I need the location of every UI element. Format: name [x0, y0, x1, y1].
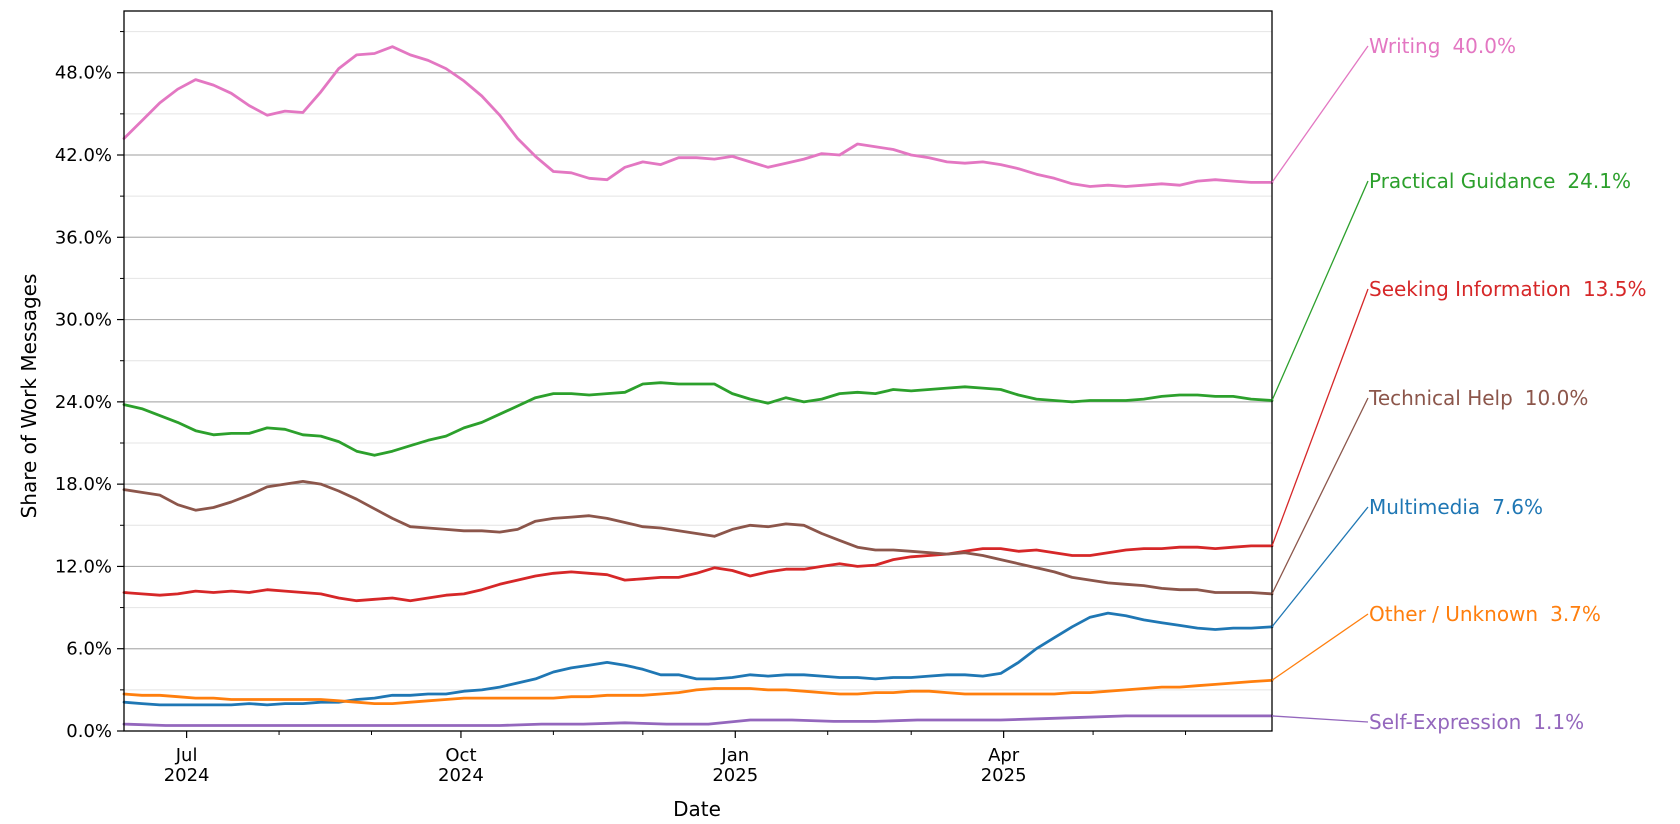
series-line — [122, 544, 1274, 603]
series-line — [122, 45, 1274, 188]
y-tick-label: 36.0% — [55, 227, 112, 248]
leader-line — [1271, 506, 1369, 628]
series-end-label: Multimedia 7.6% — [1369, 495, 1543, 519]
leader-line — [1271, 180, 1369, 401]
series-end-label: Seeking Information 13.5% — [1369, 277, 1647, 301]
series-line — [122, 714, 1274, 727]
series-end-label: Writing 40.0% — [1369, 34, 1516, 58]
end-labels: Writing 40.0% Practical Guidance 24.1% Seeki… — [1271, 34, 1647, 734]
x-tick-label-month: Jan — [720, 745, 749, 766]
y-axis: 0.0% 6.0% 12.0% 18.0% 24.0% 30.0% 36.0% 42.0% 48… — [55, 31, 124, 742]
y-tick-label: 42.0% — [55, 145, 112, 166]
y-tick-label: 6.0% — [66, 639, 112, 660]
series-end-label: Technical Help 10.0% — [1368, 386, 1588, 410]
y-tick-label: 24.0% — [55, 392, 112, 413]
series-line — [122, 678, 1274, 705]
grid-lines — [124, 31, 1272, 691]
x-tick-label-year: 2025 — [981, 765, 1027, 786]
series-name: Multimedia — [1369, 495, 1480, 519]
y-axis-title: Share of Work Messages — [17, 274, 41, 519]
series-lines — [122, 45, 1274, 727]
series-name: Seeking Information — [1369, 277, 1571, 301]
series-end-value: 10.0% — [1525, 386, 1589, 410]
x-tick-label-year: 2024 — [164, 765, 210, 786]
y-tick-label: 0.0% — [66, 721, 112, 742]
y-tick-label: 30.0% — [55, 310, 112, 331]
series-end-value: 40.0% — [1452, 34, 1516, 58]
series-end-value: 24.1% — [1567, 169, 1631, 193]
series-end-value: 13.5% — [1583, 277, 1647, 301]
series-name: Technical Help — [1368, 386, 1513, 410]
series-name: Other / Unknown — [1369, 602, 1538, 626]
series-end-label: Self-Expression 1.1% — [1369, 710, 1584, 734]
y-tick-label: 18.0% — [55, 474, 112, 495]
series-name: Writing — [1369, 34, 1440, 58]
series-end-label: Other / Unknown 3.7% — [1369, 602, 1601, 626]
y-tick-label: 12.0% — [55, 556, 112, 577]
series-name: Practical Guidance — [1369, 169, 1555, 193]
series-line — [122, 381, 1274, 457]
x-tick-label-month: Apr — [988, 745, 1020, 766]
leader-line — [1271, 715, 1369, 723]
series-end-label: Practical Guidance 24.1% — [1369, 169, 1631, 193]
x-tick-label-month: Jul — [175, 745, 198, 766]
leader-line — [1271, 288, 1369, 547]
series-line — [122, 611, 1274, 707]
x-tick-label-month: Oct — [445, 745, 476, 766]
x-tick-label-year: 2025 — [712, 765, 758, 786]
series-end-value: 1.1% — [1533, 710, 1584, 734]
series-name: Self-Expression — [1369, 710, 1521, 734]
leader-line — [1271, 45, 1369, 183]
plot-frame — [123, 10, 1273, 732]
leader-line — [1271, 397, 1369, 595]
series-end-value: 3.7% — [1550, 602, 1601, 626]
leader-line — [1271, 613, 1369, 681]
x-axis-title: Date — [673, 797, 721, 821]
y-tick-label: 48.0% — [55, 63, 112, 84]
x-tick-label-year: 2024 — [438, 765, 484, 786]
series-line — [122, 479, 1274, 596]
series-end-value: 7.6% — [1492, 495, 1543, 519]
